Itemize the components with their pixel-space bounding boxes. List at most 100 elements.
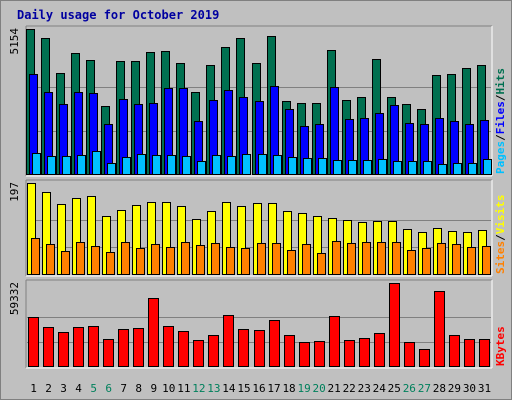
- x-tick-label: 18: [282, 382, 295, 395]
- bar-pages-day-12: [197, 161, 206, 175]
- x-tick-label: 31: [478, 382, 491, 395]
- bar-pages-day-3: [62, 156, 71, 175]
- bar-kbytes-day-19: [299, 342, 310, 367]
- bar-kbytes-day-9: [148, 298, 159, 367]
- bar-kbytes-day-26: [404, 342, 415, 367]
- bar-pages-day-5: [92, 151, 101, 175]
- bar-sites-day-2: [46, 244, 55, 275]
- bar-pages-day-27: [423, 161, 432, 175]
- bar-pages-day-15: [242, 154, 251, 175]
- bar-kbytes-day-3: [58, 332, 69, 367]
- bar-kbytes-day-5: [88, 326, 99, 367]
- legend-item: /: [494, 134, 507, 141]
- legend-item: Files: [494, 101, 507, 134]
- series-files: [29, 74, 489, 175]
- bar-sites-day-1: [31, 238, 40, 275]
- bar-kbytes-day-13: [208, 335, 219, 367]
- bar-pages-day-22: [348, 160, 357, 175]
- bar-pages-day-29: [453, 163, 462, 175]
- bar-kbytes-day-16: [254, 330, 265, 367]
- bar-sites-day-24: [377, 242, 386, 275]
- bar-pages-day-8: [137, 154, 146, 175]
- bar-pages-day-7: [122, 157, 131, 175]
- x-tick-label: 20: [313, 382, 326, 395]
- x-tick-label: 7: [120, 382, 127, 395]
- bar-sites-day-25: [392, 242, 401, 275]
- chart-panels: 5154Pages/Files/Hits197Sites/Visits59332…: [8, 25, 507, 369]
- bar-pages-day-10: [167, 155, 176, 175]
- bar-sites-day-12: [196, 245, 205, 275]
- chart-title: Daily usage for October 2019: [17, 8, 219, 22]
- series-kbytes: [28, 283, 490, 367]
- bar-sites-day-16: [257, 243, 266, 275]
- x-tick-label: 11: [177, 382, 190, 395]
- bar-kbytes-day-12: [193, 340, 204, 367]
- bar-sites-day-29: [452, 244, 461, 275]
- legend-item: Sites: [494, 241, 507, 274]
- bar-pages-day-17: [273, 155, 282, 175]
- legend-kbytes: KBytes: [494, 326, 507, 366]
- bar-pages-day-16: [258, 154, 267, 175]
- bar-kbytes-day-24: [374, 333, 385, 367]
- bar-kbytes-day-23: [359, 338, 370, 367]
- panel-visitors: 197 Sites/Visits: [8, 179, 507, 277]
- bar-sites-day-14: [226, 247, 235, 275]
- x-tick-label: 26: [403, 382, 416, 395]
- bar-sites-day-11: [181, 242, 190, 275]
- x-tick-label: 28: [433, 382, 446, 395]
- bar-pages-day-21: [333, 160, 342, 175]
- legend-requests: Pages/Files/Hits: [494, 68, 507, 174]
- legend-item: KBytes: [494, 326, 507, 366]
- x-tick-label: 5: [90, 382, 97, 395]
- bar-kbytes-day-10: [163, 326, 174, 367]
- bar-kbytes-day-1: [28, 317, 39, 367]
- bar-kbytes-day-25: [389, 283, 400, 367]
- x-tick-label: 27: [418, 382, 431, 395]
- x-tick-label: 1: [30, 382, 37, 395]
- bar-pages-day-6: [107, 163, 116, 175]
- series-pages: [32, 151, 492, 175]
- bar-sites-day-19: [302, 244, 311, 275]
- bar-sites-day-4: [76, 242, 85, 275]
- bar-sites-day-8: [136, 248, 145, 275]
- bar-sites-day-22: [347, 243, 356, 275]
- bar-pages-day-28: [438, 164, 447, 175]
- y-max-label: 197: [8, 182, 21, 202]
- bar-sites-day-26: [407, 250, 416, 275]
- bar-pages-day-31: [483, 159, 492, 175]
- bar-pages-day-1: [32, 153, 41, 175]
- legend-item: Hits: [494, 68, 507, 95]
- bar-sites-day-3: [61, 251, 70, 275]
- legend-item: Visits: [494, 195, 507, 235]
- bar-sites-day-21: [332, 241, 341, 275]
- bar-sites-day-31: [482, 246, 491, 275]
- bar-sites-day-18: [287, 250, 296, 275]
- bar-sites-day-7: [121, 242, 130, 275]
- x-tick-label: 17: [267, 382, 280, 395]
- x-tick-label: 15: [237, 382, 250, 395]
- bar-pages-day-18: [288, 157, 297, 175]
- bar-kbytes-day-15: [238, 329, 249, 367]
- bar-kbytes-day-17: [269, 320, 280, 367]
- y-max-label: 5154: [8, 28, 21, 55]
- x-tick-label: 9: [150, 382, 157, 395]
- panel-kbytes: 59332 KBytes: [8, 279, 507, 369]
- bar-kbytes-day-20: [314, 341, 325, 367]
- x-tick-label: 25: [388, 382, 401, 395]
- bar-sites-day-30: [467, 247, 476, 275]
- bar-sites-day-5: [91, 246, 100, 275]
- x-tick-label: 24: [373, 382, 387, 395]
- bar-sites-day-15: [241, 248, 250, 275]
- bar-pages-day-13: [212, 155, 221, 175]
- bar-sites-day-17: [272, 243, 281, 275]
- bar-pages-day-26: [408, 161, 417, 175]
- x-tick-label: 6: [105, 382, 112, 395]
- x-axis-labels: 1 2 3 4 5 6 7 8 9 10 11 12 13 14 15 16 17 18 19 20 21 22 23 24 2…: [30, 382, 491, 395]
- x-tick-label: 29: [448, 382, 461, 395]
- bar-sites-day-6: [106, 252, 115, 275]
- bar-pages-day-19: [303, 158, 312, 175]
- x-tick-label: 19: [297, 382, 310, 395]
- bar-kbytes-day-29: [449, 335, 460, 367]
- bar-kbytes-day-31: [479, 339, 490, 367]
